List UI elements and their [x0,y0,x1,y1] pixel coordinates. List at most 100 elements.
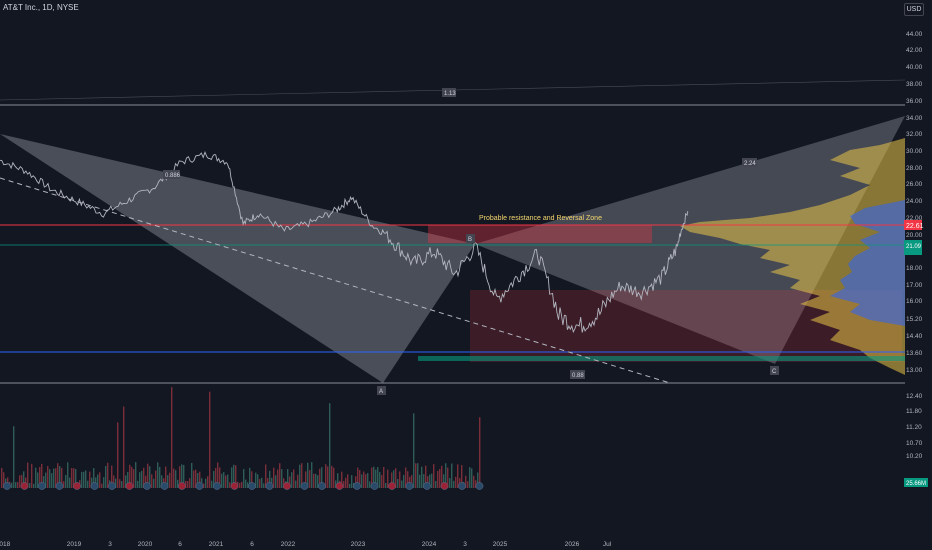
volume-bar [277,469,279,488]
volume-bar [385,482,387,488]
price-tick-label: 11.80 [906,408,922,415]
volume-bar [239,482,241,488]
volume-bar [105,465,107,488]
time-tick-label: 2025 [493,541,508,548]
volume-bar [191,462,193,488]
price-tick-label: 34.00 [906,115,923,122]
price-tick-label: 10.20 [906,453,923,460]
volume-bar [153,478,155,488]
volume-bar [53,468,55,488]
bcd-triangle [475,116,905,364]
volume-bar [453,480,455,488]
volume-bar [21,474,23,488]
volume-bar [99,472,101,488]
volume-bar [49,469,51,488]
volume-bar [377,467,379,488]
price-tick-label: 42.00 [906,47,923,54]
ratio-cd-box [742,158,757,167]
price-tick-label: 13.00 [906,367,923,374]
volume-bar [337,473,339,488]
volume-bar [315,473,317,488]
volume-bar [133,469,135,488]
earnings-marker-icon[interactable] [458,482,466,490]
earnings-marker-icon[interactable] [90,482,99,490]
earnings-marker-icon[interactable] [370,482,379,490]
point-c-box [770,366,779,375]
earnings-marker-icon[interactable] [230,482,239,490]
volume-bar [299,464,301,488]
earnings-marker-icon[interactable] [160,482,169,490]
zone-label: Probable resistance and Reversal Zone [479,215,602,222]
earnings-marker-icon[interactable] [405,482,414,490]
time-tick-label: 2026 [565,541,580,548]
volume-bar [87,480,89,488]
volume-bar [363,471,365,488]
green-price-badge [904,240,922,255]
earnings-marker-icon[interactable] [20,482,29,490]
volume-bar [427,476,429,488]
earnings-marker-icon[interactable] [125,482,134,490]
volume-bar [209,391,211,488]
volume-bar [393,470,395,488]
volume-bar [73,468,75,488]
earnings-marker-icon[interactable] [283,482,291,490]
earnings-marker-icon[interactable] [388,482,396,490]
earnings-marker-icon[interactable] [3,482,11,490]
earnings-marker-icon[interactable] [73,482,81,490]
earnings-marker-icon[interactable] [55,482,64,490]
earnings-marker-icon[interactable] [178,482,186,490]
earnings-marker-icon[interactable] [143,482,151,490]
volume-bar [145,475,147,488]
currency-button[interactable]: USD [904,3,924,16]
volume-bar [149,466,151,488]
volume-bar [23,471,25,488]
volume-bar [11,482,13,488]
price-tick-label: 17.00 [906,282,923,289]
earnings-marker-icon[interactable] [38,482,46,490]
volume-bar [181,464,183,488]
volume-bar [167,475,169,488]
volume-bar [305,471,307,488]
earnings-marker-icon[interactable] [300,482,309,490]
earnings-marker-icon[interactable] [108,482,116,490]
volume-bar [407,471,409,488]
earnings-markers[interactable] [3,482,484,490]
earnings-marker-icon[interactable] [335,482,344,490]
volume-bar [297,474,299,488]
volume-bar [381,474,383,488]
volume-bar [197,473,199,488]
price-tick-label: 38.00 [906,81,923,88]
earnings-marker-icon[interactable] [265,482,274,490]
earnings-marker-icon[interactable] [195,482,204,490]
volume-bar [89,471,91,488]
earnings-marker-icon[interactable] [440,482,449,490]
current-price-label: 22.61 [906,223,924,230]
volume-bar [51,473,53,488]
earnings-marker-icon[interactable] [248,482,256,490]
volume-bar [257,474,259,488]
volume-bar [215,467,217,488]
volume-bar [65,475,67,488]
earnings-marker-icon[interactable] [213,482,221,490]
volume-bar [341,471,343,488]
volume-bar [13,426,15,488]
earnings-marker-icon[interactable] [318,482,326,490]
earnings-marker-icon[interactable] [423,482,431,490]
volume-bar [45,472,47,488]
volume-bar [91,477,93,488]
volume-bar [375,469,377,488]
point-b: B [468,237,472,243]
resistance-zone [428,225,652,243]
volume-bar [121,481,123,488]
volume-bar [15,482,17,488]
volume-bar [151,474,153,488]
volume-bar [235,465,237,488]
volume-bar [81,471,83,488]
volume-bar [281,469,283,488]
earnings-marker-icon[interactable] [353,482,361,490]
volume-bar [183,464,185,488]
volume-bar [275,475,277,488]
volume-bar [69,477,71,488]
earnings-marker-icon[interactable] [475,482,484,490]
